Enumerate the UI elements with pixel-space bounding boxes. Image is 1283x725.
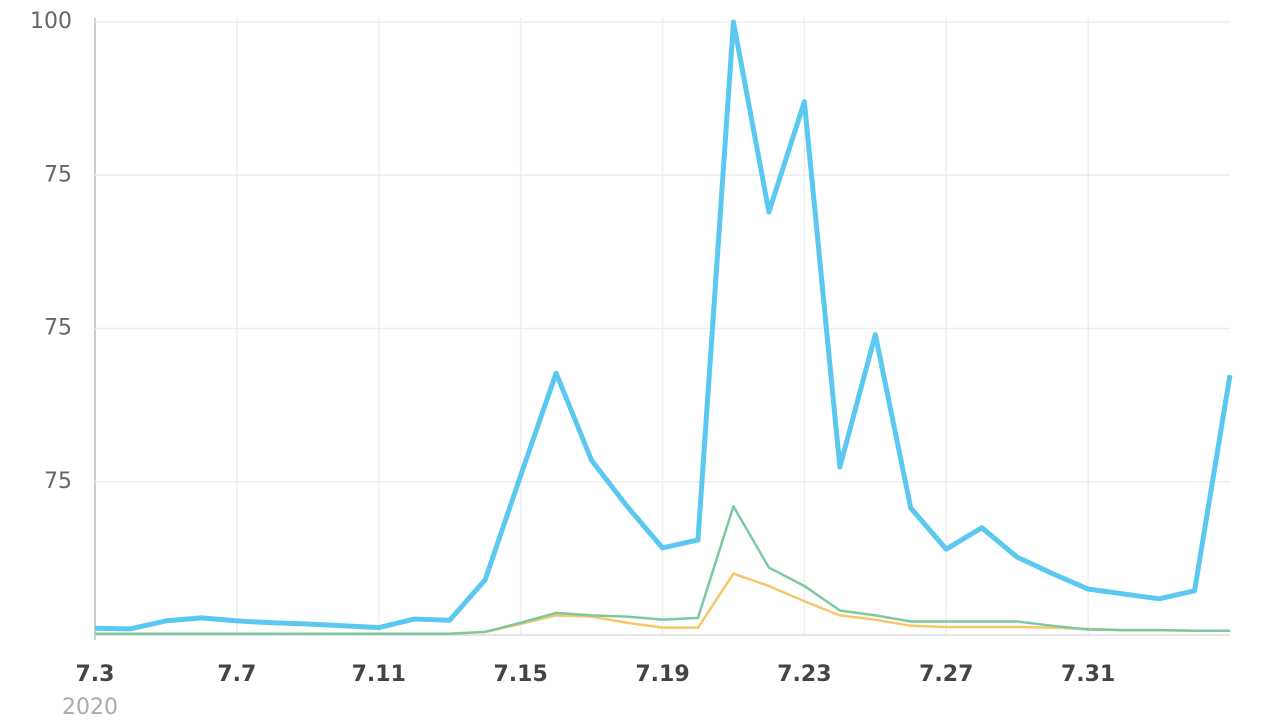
y-tick-label: 100 [30, 9, 72, 34]
series-line [95, 505, 1230, 636]
series-line [94, 19, 1233, 632]
y-tick-label: 75 [44, 469, 72, 494]
x-tick-label: 7.27 [919, 662, 973, 687]
y-tick-label: 75 [44, 162, 72, 187]
x-tick-label: 7.31 [1061, 662, 1115, 687]
x-tick-label: 7.19 [635, 662, 689, 687]
x-tick-label: 7.23 [777, 662, 831, 687]
x-tick-label: 7.15 [493, 662, 547, 687]
x-tick-label: 7.11 [352, 662, 406, 687]
x-tick-label: 7.3 [76, 662, 115, 687]
y-tick-label: 75 [44, 316, 72, 341]
x-tick-label: 7.7 [217, 662, 256, 687]
year-label: 2020 [62, 695, 118, 720]
